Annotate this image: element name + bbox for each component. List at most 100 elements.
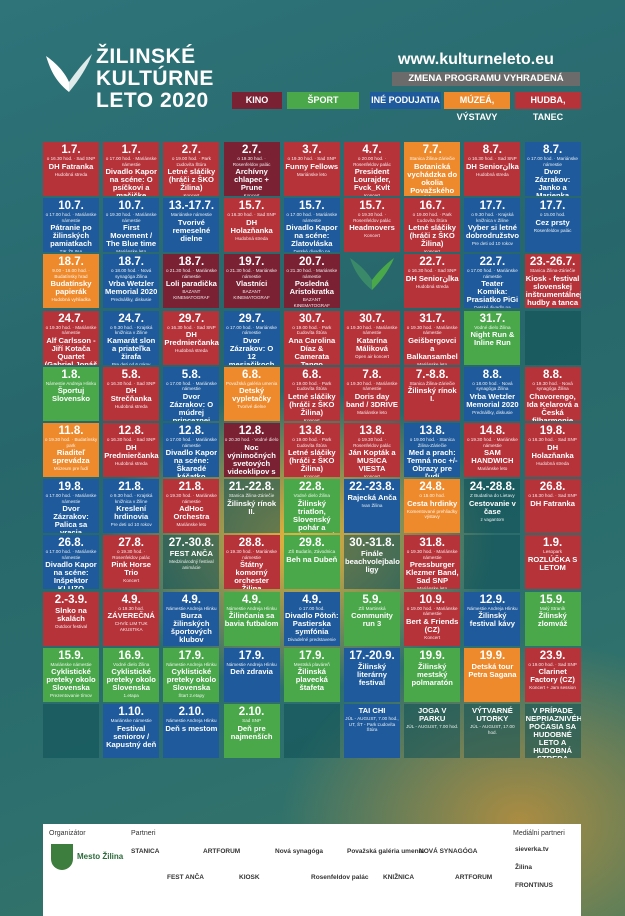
event-card[interactable]: 15.7. o 17.00 hod. · Mariánske námestie Di… [283,198,340,253]
event-card[interactable]: 19.9. Žilinský mestský polmaratón [404,647,461,702]
event-card[interactable]: 3.7. o 19.30 hod. · Sad SNP Funny Fellows M… [283,142,340,196]
event-card[interactable]: 21.-22.8. Stanica Žilina-Záriečie Žilinský… [223,479,280,534]
event-card[interactable]: 2.7. o 19.00 hod. · Park Ľudovíta Štúra Le… [163,142,220,196]
event-card[interactable]: 15.7. o 19.30 hod. · Rosenfeldov palác Hea… [344,198,400,253]
event-card[interactable]: 15.7. o 16.30 hod. · Sad SNP DH Holazňanka… [223,198,280,253]
event-card[interactable]: 2.10. Námestie Andreja Hlinku Deň s mestom [163,704,220,758]
event-card[interactable]: 5.8. o 17.00 hod. · Mariánske námestie Dvo… [163,366,220,421]
event-card[interactable]: 7.8. o 19.30 hod. · Mariánske námestie Dor… [344,366,400,421]
event-card[interactable]: 10.7. o 19.30 hod. · Mariánske námestie Fi… [103,198,160,253]
event-card[interactable]: 7.7. Stanica Žilina-Záriečie Botanická vyc… [404,142,461,196]
event-card[interactable]: 19.8. o 16.30 hod. · Sad SNP DH Holazňanka… [524,423,581,477]
event-card[interactable]: 1.9. Lesopark ROZLÚČKA S LETOM [524,535,581,590]
event-card[interactable]: 24.8. o 15.00 hod. Cesta hrdinky Komentovan… [404,479,461,534]
event-card[interactable]: 31.8. o 19.30 hod. · Mariánske námestie Pr… [404,535,461,590]
event-card[interactable]: 31.7. Vodné dielo Žilina Night Run & Inlin… [464,310,521,365]
event-card[interactable]: 8.8. o 19.30 hod. · Nová synagóga Žilina C… [524,366,581,421]
event-card[interactable]: 11.8. o 19.30 hod. · Budatínsky park Riadi… [43,423,99,477]
event-card[interactable]: 10.7. o 17.00 hod. · Mariánske námestie Pá… [43,198,99,253]
event-card[interactable]: 19.9. Detská tour Petra Sagana [464,647,521,702]
website-link[interactable]: www.kulturneleto.eu [398,51,554,68]
event-card[interactable]: 18.7. 9.00 - 16.00 hod. · Budatínsky hrad… [43,254,99,309]
event-card[interactable]: 24.-28.8. Z Budatína do Lietavy Cestovanie… [464,479,521,534]
event-card[interactable]: 22.7. o 16.30 hod. · Sad SNP DH Seniorانka… [404,254,461,309]
event-card[interactable]: 29.7. o 16.30 hod. · Sad SNP DH Predmierča… [163,310,220,365]
event-card[interactable]: JOGA V PARKU JÚL - AUGUST, 7.00 hod. [404,704,461,758]
event-card[interactable]: 26.8. o 17.00 hod. · Mariánske námestie Di… [43,535,99,590]
event-card[interactable]: 30.7. o 19.00 hod. · Park Ľudovíta Štúra A… [283,310,340,365]
event-card[interactable]: 1.8. Námestie Andreja Hlinku Športuj Slove… [43,366,99,421]
event-card[interactable]: 27.-30.8. FEST ANČA Medzinárodný festival … [163,535,220,590]
event-card[interactable]: 29.8. ZŠ Budatín, Závodnica Beh na Dubeň [283,535,340,590]
event-name: Dvor Zázrakov: O 12 mesiačikoch [228,335,275,365]
event-card[interactable]: 7.-8.8. Stanica Žilina-Záriečie Žilinský r… [404,366,461,421]
event-card[interactable]: 26.8. o 16.30 hod. · Sad SNP DH Fatranka [524,479,581,534]
event-card[interactable]: 22.-23.8. Rajecká Anča Ivan Žilina [344,479,400,534]
event-card[interactable]: 4.7. o 20.00 hod. · Rosenfeldov palác Pres… [344,142,400,196]
event-card[interactable]: 4.9. o 17.00 hod. Divadlo Pôtoň: Pastiersk… [283,591,340,646]
event-card[interactable] [524,310,581,365]
event-card[interactable]: 30.7. o 19.30 hod. · Mariánske námestie Ka… [344,310,400,365]
event-card[interactable]: TAI CHI JÚL - AUGUST, 7.00 hod., UT, ŠT -… [344,704,400,758]
event-card[interactable] [464,535,521,590]
event-card[interactable]: 6.8. Považská galéria umenia Detský vyplet… [223,366,280,421]
event-card[interactable]: 15.9. Mariánske námestie Cyklistické prete… [43,647,99,702]
event-card[interactable]: 17.-20.9. Žilinský literárny festival [344,647,400,702]
event-card[interactable]: 8.7. o 16.30 hod. · Sad SNP DH Seniorانka H… [464,142,521,196]
event-card[interactable]: 22.8. Vodné dielo Žilina Žilinský triatlon… [283,479,340,534]
event-card[interactable]: 21.8. o 9.30 hod. · Krajská knižnica v Ži… [103,479,160,534]
event-card[interactable]: 17.7. o 15.00 hod. Cez prsty Rosenfeldov pa… [524,198,581,253]
event-card[interactable]: 2.7. o 19.30 hod. · Rosenfeldov palác Arch… [223,142,280,196]
event-card[interactable]: 17.7. o 9.30 hod. · Krajská knižnica v Ži… [464,198,521,253]
event-card[interactable]: 1.7. o 17.00 hod. · Mariánske námestie Div… [103,142,160,196]
event-card[interactable]: 10.9. o 19.00 hod. · Mariánske námestie Be… [404,591,461,646]
event-card[interactable]: 17.9. Námestie Andreja Hlinku Cyklistické … [163,647,220,702]
event-card[interactable] [43,704,99,758]
event-card[interactable]: 22.7. o 17.00 hod. · Mariánske námestie Te… [464,254,521,309]
event-card[interactable]: 23.-26.7. Stanica Žilina-Záriečie Kiosk - … [524,254,581,309]
event-card[interactable]: 21.8. o 19.30 hod. · Mariánske námestie Ad… [163,479,220,534]
event-card[interactable]: 6.8. o 19.00 hod. · Park Ľudovíta Štúra Le… [283,366,340,421]
event-card[interactable]: 17.9. Mestská plaváreň Žilinská plavecká š… [283,647,340,702]
event-card[interactable]: 19.8. o 17.00 hod. · Mariánske námestie Dv… [43,479,99,534]
event-card[interactable]: 30.-31.8.Finále beachvolejbalovej ligy [344,535,400,590]
event-card[interactable]: VÝTVARNÉ UTORKY JÚL - AUGUST, 17.00 hod. [464,704,521,758]
event-card[interactable]: 13.-17.7. Mariánske námestie Tvorivé remes… [163,198,220,253]
event-card[interactable]: 23.9. o 19.00 hod. · Sad SNP Clarinet Fact… [524,647,581,702]
event-card[interactable]: 4.9. Námestie Andreja Hlinku Burza žilinsk… [163,591,220,646]
event-card[interactable]: 2.10. Sad SNP Deň pre najmenších [223,704,280,758]
event-card[interactable]: 18.7. o 18.00 hod. · Nová synagóga Žilina… [103,254,160,309]
event-card[interactable]: 24.7. o 9.30 hod. · Krajská knižnica v Ži… [103,310,160,365]
event-card[interactable]: 13.8. o 19.30 hod. · Rosenfeldov palác Ján… [344,423,400,477]
event-card[interactable]: 1.10. Mariánske námestie Festival seniorov… [103,704,160,758]
event-card[interactable]: 5.9. ZŠ Martinská Community run 3 [344,591,400,646]
event-card[interactable]: 18.7. o 21.30 hod. · Mariánske námestie Lo… [163,254,220,309]
event-card[interactable]: 4.9. Námestie Andreja Hlinku Žilinčania sa… [223,591,280,646]
event-card[interactable]: 13.8. o 19.00 hod. · Stanica Žilina-Zárie… [404,423,461,477]
event-card[interactable]: 12.9. Námestie Andreja Hlinku Žilinský fes… [464,591,521,646]
event-card[interactable]: 1.7. o 16.30 hod. · Sad SNP DH Fatranka Hud… [43,142,99,196]
event-card[interactable]: 29.7. o 17.00 hod. · Mariánske námestie Dv… [223,310,280,365]
event-card[interactable] [283,704,340,758]
event-card[interactable]: 27.8. o 19.30 hod. · Rosenfeldov palác Pin… [103,535,160,590]
event-card[interactable]: 14.8. o 19.30 hod. · Mariánske námestie SA… [464,423,521,477]
event-card[interactable]: 2.-3.9. Slnko na skalách Outdoor festival [43,591,99,646]
event-card[interactable]: 28.8. o 19.30 hod. · Mariánske námestie Št… [223,535,280,590]
event-card[interactable]: 4.9. o 19.30 hod. ZÁVEREČNÁ CHVÍĽ LIM TUK A… [103,591,160,646]
event-card[interactable]: 12.8. o 16.30 hod. · Sad SNP DH Predmierča… [103,423,160,477]
event-card[interactable]: V PRÍPADE NEPRIAZNIVÉHO POČASIA SA HUDOB… [524,704,581,758]
event-card[interactable]: 15.9. Malý Straník Žilinský zlomváž [524,591,581,646]
event-card[interactable]: 24.7. o 19.30 hod. · Mariánske námestie Al… [43,310,99,365]
event-card[interactable]: 20.7. o 21.30 hod. · Mariánske námestie Po… [283,254,340,309]
event-card[interactable]: 8.7. o 17.00 hod. · Mariánske námestie Dvo… [524,142,581,196]
event-card[interactable]: 31.7. o 19.30 hod. · Mariánske námestie Ge… [404,310,461,365]
event-card[interactable]: 17.9. Námestie Andreja Hlinku Deň zdravia [223,647,280,702]
event-card[interactable]: 16.9. Vodné dielo Žilina Cyklistické prete… [103,647,160,702]
event-card[interactable]: 12.8. o 17.00 hod. · Mariánske námestie Di… [163,423,220,477]
event-card[interactable]: 8.8. o 18.00 hod. · Nová synagóga Žilina V… [464,366,521,421]
event-card[interactable]: 16.7. o 19.00 hod. · Park Ľudovíta Štúra L… [404,198,461,253]
event-card[interactable]: 12.8. o 20.30 hod. · Vodné dielo Noc výnim… [223,423,280,477]
event-card[interactable]: 5.8. o 16.30 hod. · Sad SNP DH Strečňanka H… [103,366,160,421]
event-card[interactable]: 13.8. o 19.00 hod. · Park Ľudovíta Štúra L… [283,423,340,477]
event-card[interactable]: 19.7. o 21.30 hod. · Mariánske námestie Vl… [223,254,280,309]
